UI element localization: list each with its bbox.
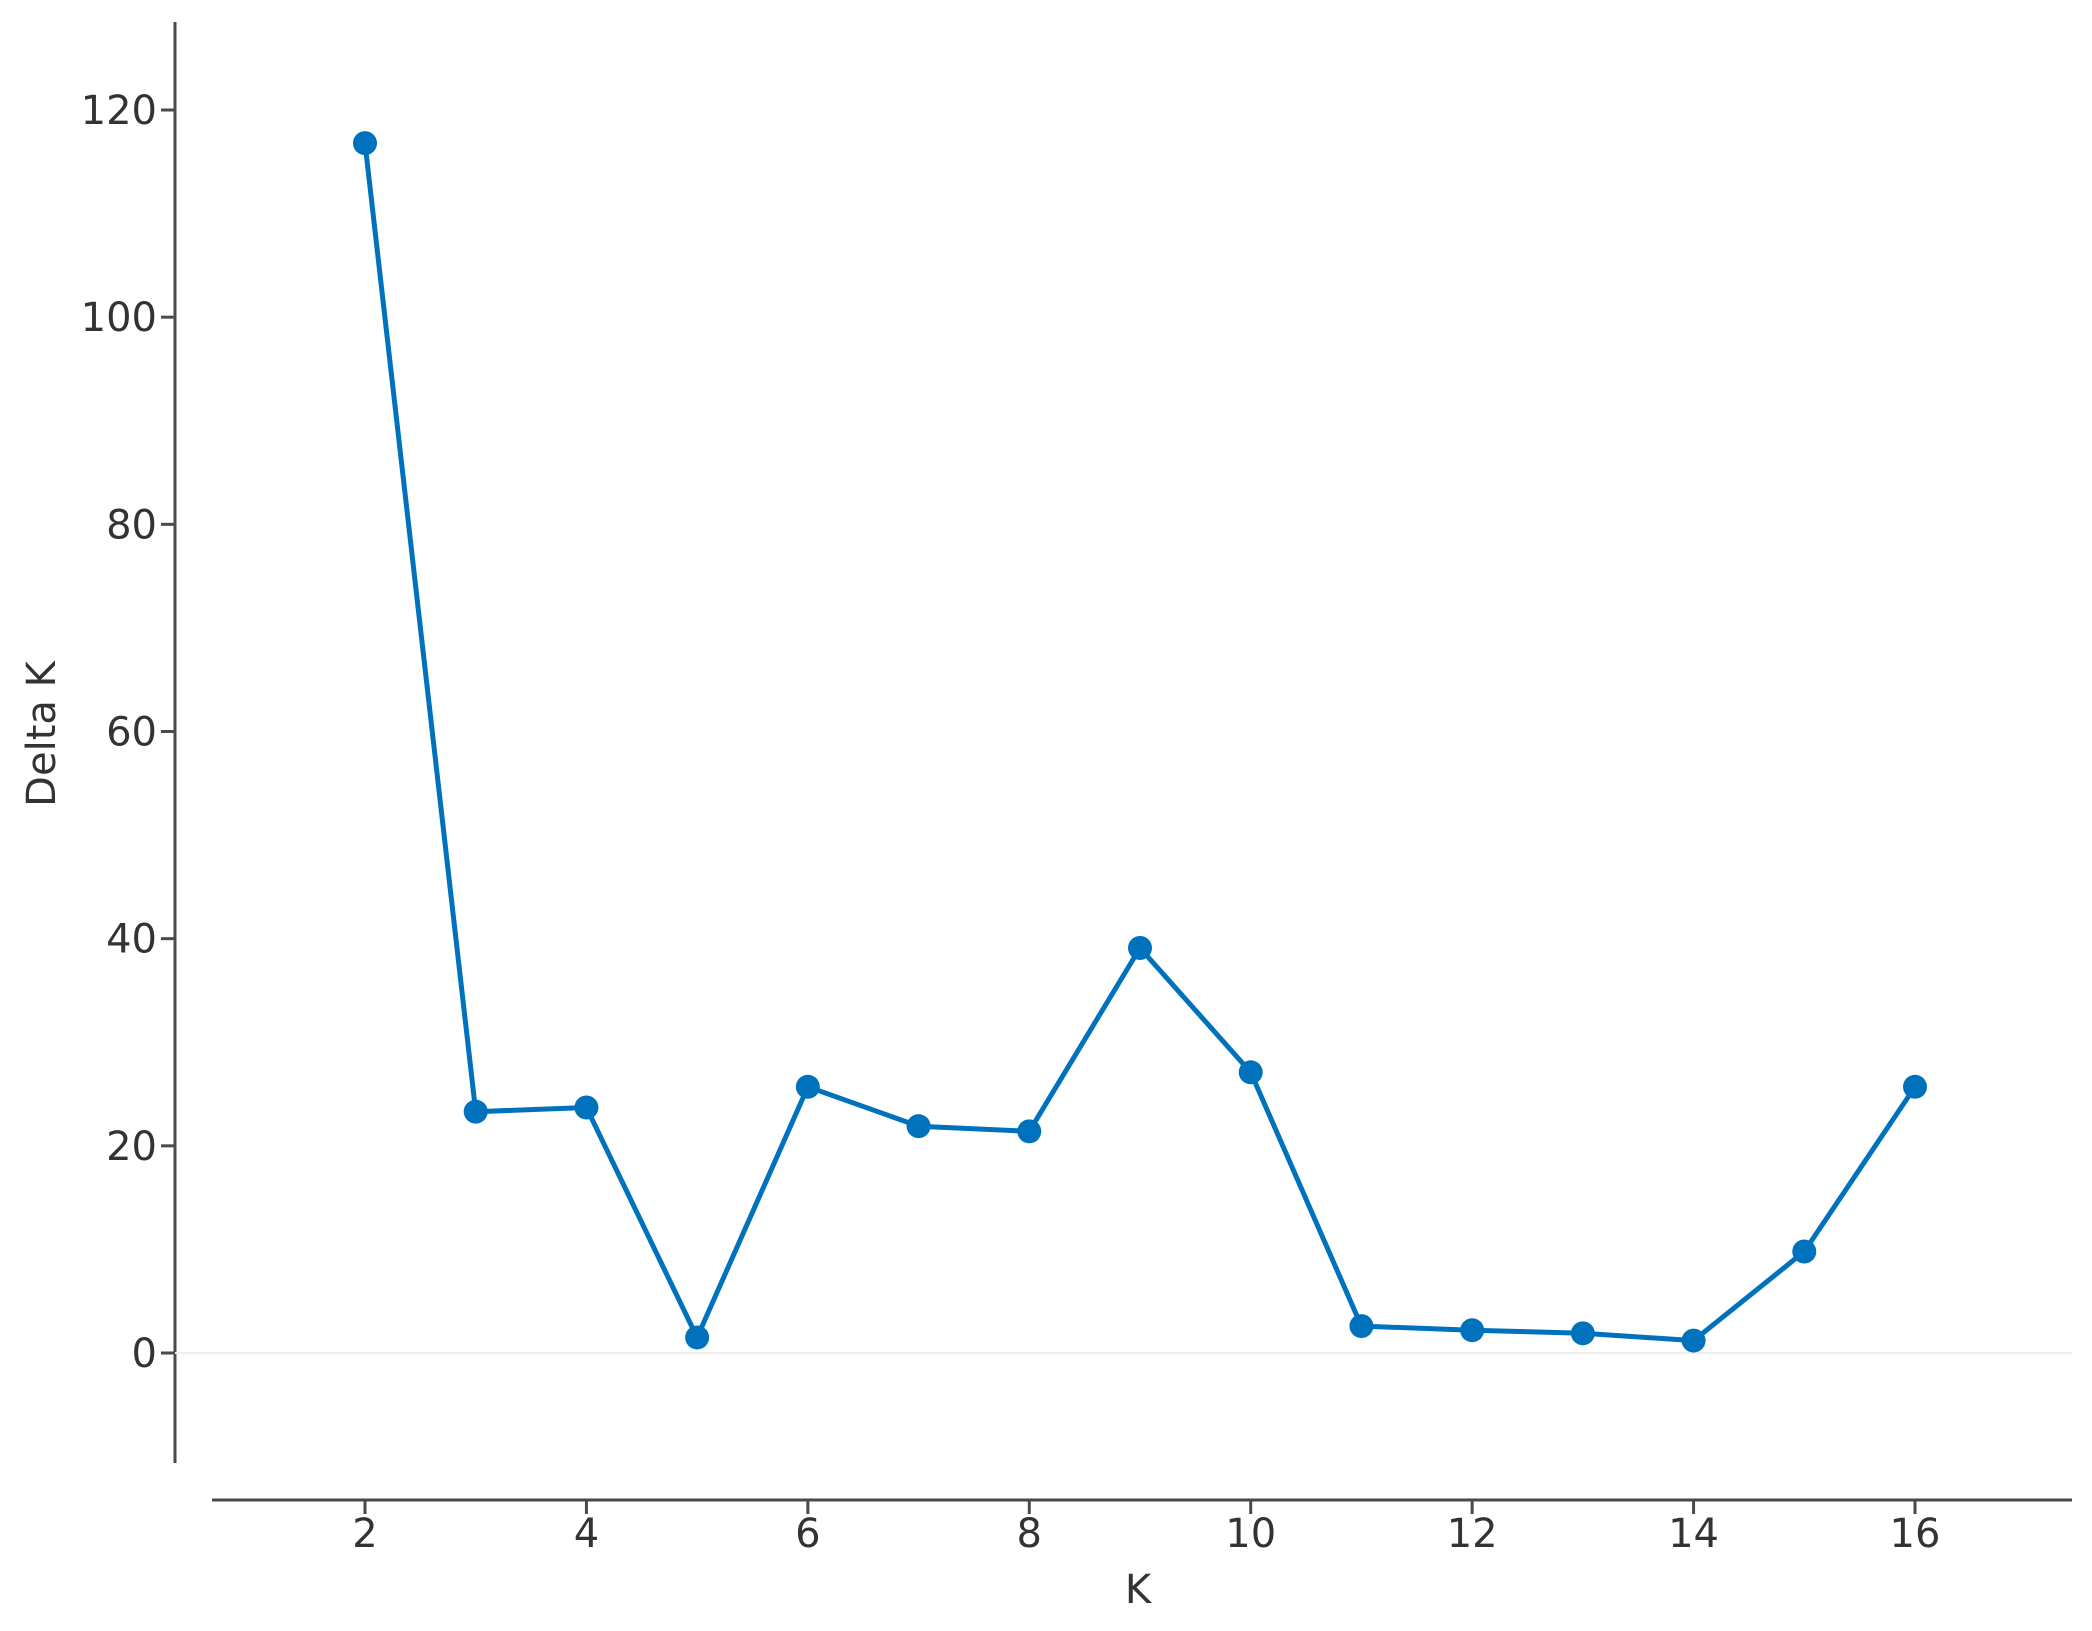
y-tick-label: 20 <box>106 1124 157 1170</box>
x-axis-ticks: 2 4 6 8 10 12 14 16 <box>352 1500 1940 1557</box>
y-tick-label: 80 <box>106 502 157 548</box>
y-tick-label: 60 <box>106 710 157 756</box>
y-tick-label: 40 <box>106 917 157 963</box>
x-tick-label: 16 <box>1890 1511 1941 1557</box>
data-point <box>353 131 377 156</box>
data-point <box>1238 1060 1263 1085</box>
data-point <box>906 1114 931 1139</box>
data-point <box>1570 1321 1595 1346</box>
series-layer <box>353 131 1927 1353</box>
x-tick-label: 4 <box>574 1511 599 1557</box>
x-tick-label: 14 <box>1668 1511 1719 1557</box>
x-tick-label: 6 <box>795 1511 820 1557</box>
data-point <box>1792 1239 1817 1264</box>
data-point <box>1017 1119 1042 1144</box>
data-point <box>795 1074 820 1099</box>
data-point <box>685 1325 710 1350</box>
data-point <box>1681 1328 1706 1353</box>
y-axis-ticks: 0 20 40 60 80 100 120 <box>81 88 175 1377</box>
y-tick-label: 100 <box>81 295 157 341</box>
x-axis-title: K <box>1125 1567 1153 1613</box>
data-point <box>1903 1074 1927 1099</box>
data-point <box>574 1095 599 1120</box>
x-tick-label: 10 <box>1225 1511 1276 1557</box>
data-point <box>1128 935 1152 960</box>
x-tick-label: 2 <box>352 1511 377 1557</box>
y-axis-title: Delta K <box>19 659 65 806</box>
series-line <box>362 142 1918 1344</box>
x-tick-label: 12 <box>1447 1511 1498 1557</box>
y-tick-label: 120 <box>81 88 157 134</box>
data-point <box>1349 1314 1374 1339</box>
data-point <box>463 1099 488 1124</box>
data-point <box>1460 1318 1485 1343</box>
x-tick-label: 8 <box>1017 1511 1042 1557</box>
y-tick-label: 0 <box>132 1331 157 1377</box>
